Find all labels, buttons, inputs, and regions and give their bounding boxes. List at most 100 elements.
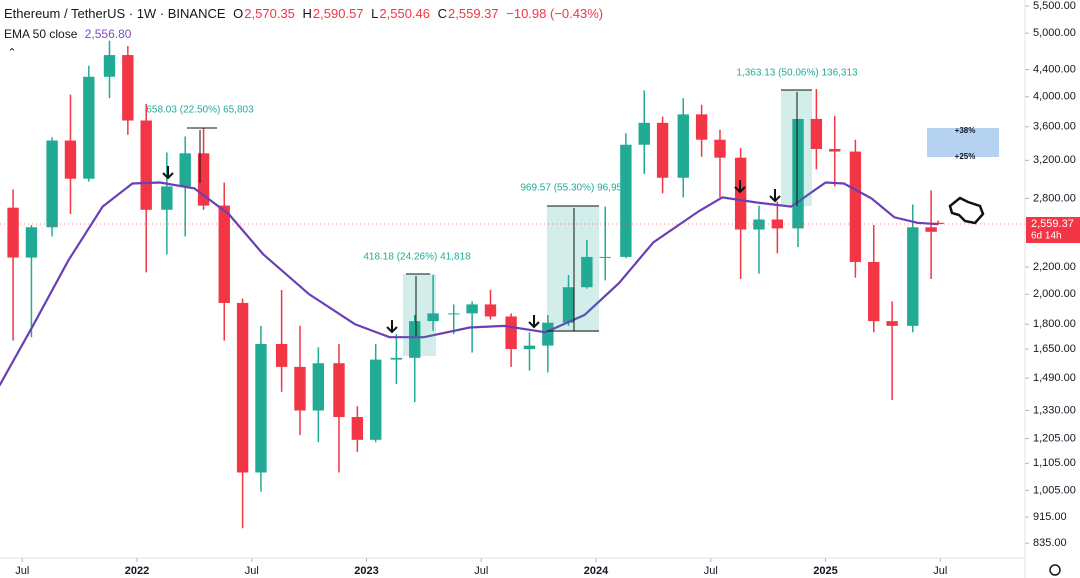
candle-body bbox=[294, 366, 306, 411]
candle-body bbox=[427, 313, 439, 322]
x-tick-label: Jul bbox=[245, 565, 259, 577]
candle-body bbox=[656, 122, 669, 178]
plot bbox=[0, 40, 1025, 529]
collapse-button[interactable]: ⌃ bbox=[7, 47, 17, 59]
target-label: +38% bbox=[955, 126, 976, 135]
ohlc-key: O bbox=[233, 6, 244, 21]
candle-body bbox=[886, 321, 898, 326]
settings-button[interactable] bbox=[1049, 564, 1061, 576]
ohlc-key: L bbox=[371, 6, 379, 21]
candle-body bbox=[161, 186, 173, 210]
x-tick-label: Jul bbox=[704, 565, 718, 577]
y-tick-label: 4,000.00 bbox=[1033, 91, 1076, 103]
y-tick-label: 1,490.00 bbox=[1033, 372, 1076, 384]
ohlc-value: 2,559.37 bbox=[448, 6, 499, 21]
candle-body bbox=[103, 55, 116, 77]
candle-body bbox=[581, 256, 593, 288]
measure-label: 658.03 (22.50%) 65,803 bbox=[146, 105, 254, 116]
candle-body bbox=[484, 304, 497, 317]
candle-body bbox=[390, 357, 403, 360]
candle-body bbox=[714, 139, 726, 158]
symbol-title: Ethereum / TetherUS · 1W · BINANCE bbox=[4, 6, 226, 21]
ohlc-value: 2,550.46 bbox=[379, 6, 430, 21]
measure-box bbox=[403, 274, 436, 356]
y-tick-label: 1,650.00 bbox=[1033, 343, 1076, 355]
candle-body bbox=[505, 316, 517, 350]
hand-icon bbox=[948, 196, 985, 225]
header-line: Ethereum / TetherUS · 1W · BINANCE O2,57… bbox=[4, 6, 607, 21]
x-tick-label: Jul bbox=[474, 565, 488, 577]
y-tick-label: 3,600.00 bbox=[1033, 121, 1076, 133]
candle-body bbox=[409, 321, 421, 358]
y-tick-label: 2,800.00 bbox=[1033, 192, 1076, 204]
ohlc-value: 2,590.57 bbox=[312, 6, 364, 21]
candle-body bbox=[753, 219, 765, 230]
candle-body bbox=[849, 151, 862, 262]
target-label: +25% bbox=[955, 152, 976, 161]
countdown: 6d 14h bbox=[1031, 231, 1062, 242]
candle-body bbox=[907, 227, 919, 326]
candle-body bbox=[599, 256, 611, 258]
change: −10.98 (−0.43%) bbox=[506, 6, 604, 21]
y-tick-label: 3,200.00 bbox=[1033, 154, 1076, 166]
candle-body bbox=[792, 118, 804, 229]
candle-body bbox=[466, 304, 478, 314]
y-tick-label: 1,330.00 bbox=[1033, 404, 1076, 416]
candle-body bbox=[25, 227, 38, 258]
y-tick-label: 1,205.00 bbox=[1033, 433, 1076, 445]
candle-body bbox=[448, 313, 460, 315]
candle-body bbox=[829, 148, 841, 152]
candle-body bbox=[771, 219, 784, 229]
ohlc-key: H bbox=[302, 6, 312, 21]
last-price-badge bbox=[1026, 216, 1080, 243]
candle-body bbox=[83, 76, 95, 179]
x-tick-label: 2025 bbox=[813, 565, 837, 577]
y-tick-label: 4,400.00 bbox=[1033, 63, 1076, 75]
down-arrows bbox=[162, 166, 781, 334]
candle-body bbox=[7, 207, 19, 258]
indicator-name: EMA 50 close bbox=[4, 27, 78, 41]
arrow bbox=[528, 315, 540, 329]
candle-body bbox=[179, 153, 191, 187]
ema-line bbox=[0, 181, 939, 387]
y-tick-label: 1,105.00 bbox=[1033, 457, 1076, 469]
y-tick-label: 2,200.00 bbox=[1033, 261, 1076, 273]
y-tick-label: 835.00 bbox=[1033, 537, 1067, 549]
candle-body bbox=[122, 55, 134, 121]
candle-body bbox=[620, 144, 632, 257]
x-tick-label: Jul bbox=[933, 565, 947, 577]
indicator-value: 2,556.80 bbox=[84, 27, 132, 41]
x-tick-label: 2024 bbox=[584, 565, 609, 577]
y-tick-label: 1,800.00 bbox=[1033, 318, 1076, 330]
y-tick-label: 5,500.00 bbox=[1033, 0, 1076, 12]
measure-label: 969.57 (55.30%) 96,957 bbox=[520, 183, 628, 194]
candle-body bbox=[351, 417, 364, 440]
y-tick-label: 2,000.00 bbox=[1033, 288, 1076, 300]
candle-body bbox=[695, 114, 708, 140]
candle-body bbox=[562, 287, 575, 323]
candle-body bbox=[542, 322, 554, 346]
candle-body bbox=[638, 122, 650, 145]
target-box bbox=[927, 128, 999, 157]
ohlc-key: C bbox=[437, 6, 448, 21]
candle-body bbox=[140, 120, 152, 210]
measure-tools bbox=[187, 89, 999, 356]
candle-body bbox=[64, 140, 77, 179]
candle-body bbox=[370, 359, 382, 440]
y-tick-label: 1,005.00 bbox=[1033, 484, 1076, 496]
candle-body bbox=[312, 363, 325, 411]
arrow bbox=[734, 180, 746, 194]
candle-body bbox=[197, 153, 210, 206]
x-tick-label: 2023 bbox=[354, 565, 378, 577]
candle-body bbox=[810, 118, 823, 149]
candle-body bbox=[734, 157, 747, 230]
measure-label: 1,363.13 (50.06%) 136,313 bbox=[736, 68, 858, 79]
arrow bbox=[386, 320, 398, 334]
indicator-line: EMA 50 close 2,556.80 bbox=[4, 27, 135, 41]
candle-body bbox=[523, 345, 536, 350]
arrow bbox=[769, 189, 781, 203]
last-price-label: 2,559.37 bbox=[1031, 218, 1074, 230]
ohlc-value: 2,570.35 bbox=[244, 6, 295, 21]
